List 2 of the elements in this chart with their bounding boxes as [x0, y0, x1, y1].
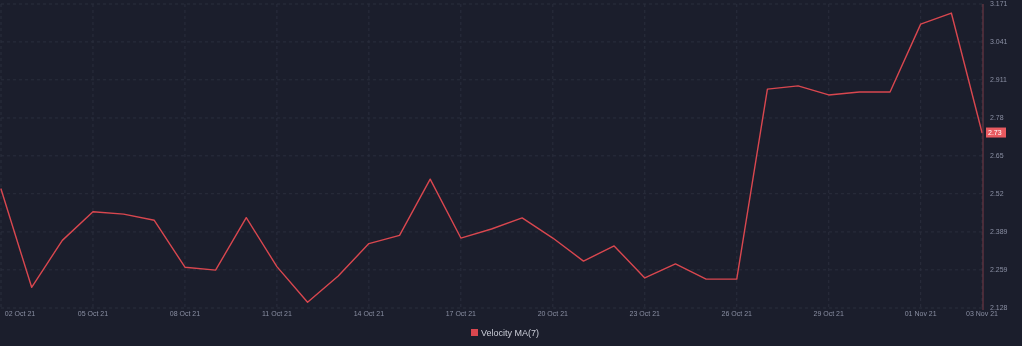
legend-label: Velocity MA(7) [481, 328, 540, 339]
line-series [0, 12, 983, 303]
